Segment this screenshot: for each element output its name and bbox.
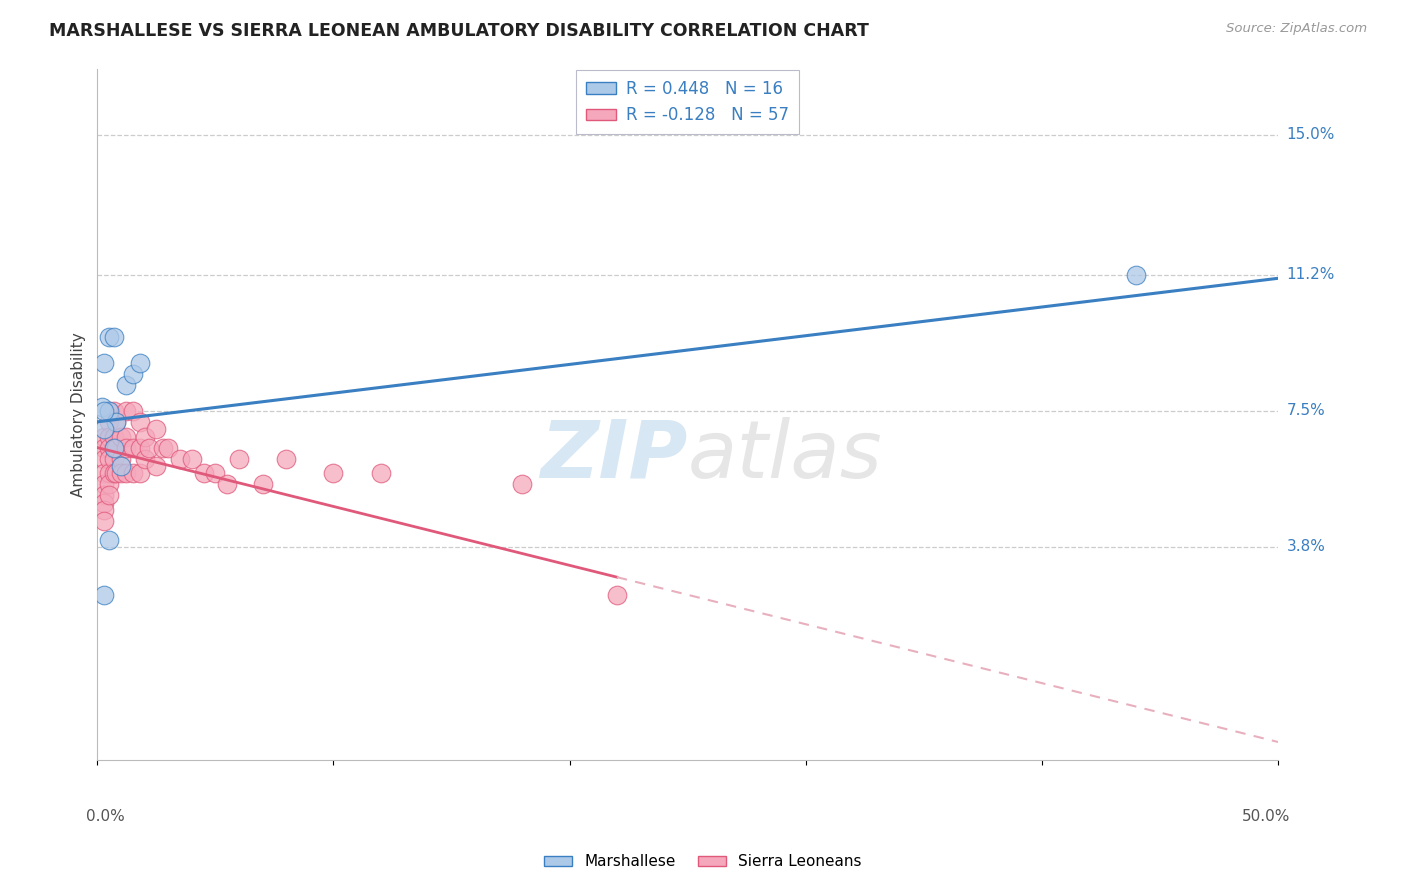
Point — [93, 429, 115, 443]
Point — [152, 441, 174, 455]
Point — [145, 458, 167, 473]
Point — [138, 441, 160, 455]
Point — [98, 467, 121, 481]
Point — [93, 477, 115, 491]
Text: 50.0%: 50.0% — [1241, 809, 1289, 824]
Point — [193, 467, 215, 481]
Point — [93, 503, 115, 517]
Point — [103, 467, 125, 481]
Point — [217, 477, 239, 491]
Point — [121, 467, 143, 481]
Point — [98, 404, 121, 418]
Point — [93, 496, 115, 510]
Text: 0.0%: 0.0% — [86, 809, 124, 824]
Point — [252, 477, 274, 491]
Point — [169, 451, 191, 466]
Point — [93, 441, 115, 455]
Text: 11.2%: 11.2% — [1286, 267, 1334, 282]
Point — [121, 404, 143, 418]
Point — [93, 514, 115, 528]
Point — [180, 451, 202, 466]
Point — [93, 422, 115, 436]
Point — [204, 467, 226, 481]
Point — [103, 429, 125, 443]
Point — [114, 441, 136, 455]
Point — [93, 588, 115, 602]
Point — [91, 400, 114, 414]
Point — [98, 415, 121, 429]
Point — [98, 488, 121, 502]
Point — [93, 451, 115, 466]
Point — [370, 467, 392, 481]
Legend: R = 0.448   N = 16, R = -0.128   N = 57: R = 0.448 N = 16, R = -0.128 N = 57 — [576, 70, 799, 135]
Point — [93, 488, 115, 502]
Text: 3.8%: 3.8% — [1286, 540, 1326, 555]
Point — [1125, 268, 1147, 282]
Point — [134, 451, 156, 466]
Point — [98, 451, 121, 466]
Text: atlas: atlas — [688, 417, 883, 495]
Text: 15.0%: 15.0% — [1286, 128, 1334, 142]
Y-axis label: Ambulatory Disability: Ambulatory Disability — [72, 332, 86, 497]
Point — [98, 441, 121, 455]
Point — [105, 467, 128, 481]
Text: ZIP: ZIP — [540, 417, 688, 495]
Legend: Marshallese, Sierra Leoneans: Marshallese, Sierra Leoneans — [538, 848, 868, 875]
Point — [114, 404, 136, 418]
Point — [98, 330, 121, 344]
Point — [105, 415, 128, 429]
Point — [128, 356, 150, 370]
Point — [121, 441, 143, 455]
Point — [128, 441, 150, 455]
Point — [93, 467, 115, 481]
Point — [128, 467, 150, 481]
Point — [512, 477, 534, 491]
Point — [98, 533, 121, 547]
Point — [110, 467, 132, 481]
Point — [110, 458, 132, 473]
Point — [276, 451, 298, 466]
Text: Source: ZipAtlas.com: Source: ZipAtlas.com — [1226, 22, 1367, 36]
Point — [105, 415, 128, 429]
Point — [103, 441, 125, 455]
Point — [114, 429, 136, 443]
Text: MARSHALLESE VS SIERRA LEONEAN AMBULATORY DISABILITY CORRELATION CHART: MARSHALLESE VS SIERRA LEONEAN AMBULATORY… — [49, 22, 869, 40]
Point — [134, 429, 156, 443]
Point — [93, 404, 115, 418]
Point — [322, 467, 344, 481]
Point — [145, 422, 167, 436]
Point — [98, 429, 121, 443]
Point — [114, 378, 136, 392]
Point — [114, 467, 136, 481]
Text: 7.5%: 7.5% — [1286, 403, 1324, 418]
Point — [103, 330, 125, 344]
Point — [606, 588, 628, 602]
Point — [98, 477, 121, 491]
Point — [121, 367, 143, 381]
Point — [228, 451, 250, 466]
Point — [110, 451, 132, 466]
Point — [128, 415, 150, 429]
Point — [103, 451, 125, 466]
Point — [157, 441, 180, 455]
Point — [105, 441, 128, 455]
Point — [98, 404, 121, 418]
Point — [103, 441, 125, 455]
Point — [110, 429, 132, 443]
Point — [103, 404, 125, 418]
Point — [93, 356, 115, 370]
